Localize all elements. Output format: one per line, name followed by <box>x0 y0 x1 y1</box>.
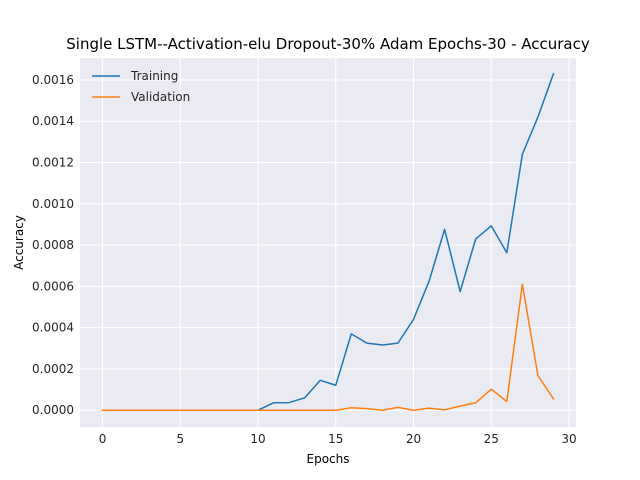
y-axis-label: Accuracy <box>12 215 26 270</box>
x-axis-ticks: 0 5 10 15 20 25 30 <box>99 432 577 446</box>
series-line-validation <box>101 283 555 411</box>
y-tick-label: 0.0006 <box>32 279 74 293</box>
legend: Training Validation <box>92 69 190 104</box>
legend-label-training: Training <box>130 69 178 83</box>
y-tick-label: 0.0002 <box>32 362 74 376</box>
chart-title: Single LSTM--Activation-elu Dropout-30% … <box>66 35 590 53</box>
x-tick-label: 15 <box>328 432 343 446</box>
x-tick-label: 0 <box>99 432 107 446</box>
y-tick-label: 0.0014 <box>32 114 74 128</box>
x-axis-label: Epochs <box>307 452 350 466</box>
legend-label-validation: Validation <box>131 90 190 104</box>
x-tick-label: 25 <box>484 432 499 446</box>
y-tick-label: 0.0000 <box>32 403 74 417</box>
y-tick-label: 0.0012 <box>32 156 74 170</box>
y-tick-label: 0.0016 <box>32 73 74 87</box>
x-tick-label: 20 <box>406 432 421 446</box>
plot-area <box>80 58 576 427</box>
x-tick-label: 10 <box>250 432 265 446</box>
y-tick-label: 0.0004 <box>32 321 74 335</box>
series-lines <box>101 72 555 411</box>
x-tick-label: 30 <box>561 432 576 446</box>
x-tick-label: 5 <box>176 432 184 446</box>
y-tick-label: 0.0008 <box>32 238 74 252</box>
y-axis-ticks: 0.0000 0.0002 0.0004 0.0006 0.0008 0.0010 0.00… <box>32 73 74 417</box>
y-tick-label: 0.0010 <box>32 197 74 211</box>
